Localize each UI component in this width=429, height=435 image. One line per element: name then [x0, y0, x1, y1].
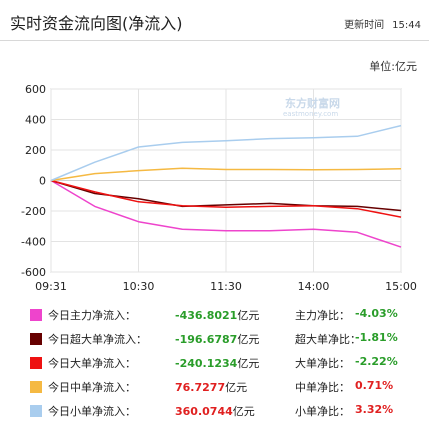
- series-line-small: [50, 124, 402, 182]
- legend-row-super: 今日超大单净流入： -196.6787亿元 超大单净比： -1.81%: [30, 330, 425, 354]
- watermark-title: 东方财富网: [285, 96, 340, 110]
- update-time-info: 更新时间 15:44: [344, 16, 421, 31]
- legend-label: 今日主力净流入：: [48, 309, 136, 322]
- y-tick-label: -600: [21, 266, 46, 279]
- watermark-domain: eastmoney.com: [283, 110, 338, 118]
- legend-label: 今日小单净流入：: [48, 405, 136, 418]
- legend-ratio-value: -4.03%: [355, 307, 398, 320]
- legend-ratio-value: -1.81%: [355, 331, 398, 344]
- legend-value: -196.6787亿元: [175, 331, 259, 347]
- legend-row-large: 今日大单净流入： -240.1234亿元 大单净比： -2.22%: [30, 354, 425, 378]
- legend-ratio-label: 大单净比：: [295, 357, 350, 370]
- x-tick-label: 09:31: [35, 280, 67, 293]
- y-tick-label: 200: [25, 144, 46, 157]
- legend-label: 今日大单净流入：: [48, 357, 136, 370]
- legend-ratio-label: 中单净比：: [295, 381, 350, 394]
- legend-swatch-medium: [30, 381, 42, 393]
- update-time-value: 15:44: [392, 20, 421, 31]
- legend-value-unit: 亿元: [237, 333, 260, 346]
- legend-value-number: -240.1234: [175, 357, 238, 370]
- legend-swatch-small: [30, 405, 42, 417]
- series-line-main: [50, 179, 402, 248]
- y-tick-label: -400: [21, 236, 46, 249]
- legend-swatch-main: [30, 309, 42, 321]
- y-tick-label: 0: [39, 175, 46, 188]
- legend-ratio-label: 小单净比：: [295, 405, 350, 418]
- series-line-large: [50, 179, 402, 218]
- legend-value: 76.7277亿元: [175, 379, 247, 395]
- legend-value-unit: 亿元: [225, 381, 248, 394]
- legend-ratio-value: 3.32%: [355, 403, 394, 416]
- legend-row-small: 今日小单净流入： 360.0744亿元 小单净比： 3.32%: [30, 402, 425, 426]
- legend-ratio-value: -2.22%: [355, 355, 398, 368]
- legend-row-main: 今日主力净流入： -436.8021亿元 主力净比： -4.03%: [30, 306, 425, 330]
- legend-value-number: 76.7277: [175, 381, 226, 394]
- legend-value: -436.8021亿元: [175, 307, 259, 323]
- legend-value-number: 360.0744: [175, 405, 233, 418]
- legend-row-medium: 今日中单净流入： 76.7277亿元 中单净比： 0.71%: [30, 378, 425, 402]
- legend-value-unit: 亿元: [232, 405, 255, 418]
- series-line-medium: [50, 167, 402, 182]
- legend: 今日主力净流入： -436.8021亿元 主力净比： -4.03% 今日超大单净流入： -…: [30, 306, 425, 426]
- y-tick-label: 600: [25, 83, 46, 96]
- x-tick-label: 11:30: [210, 280, 242, 293]
- update-time-label: 更新时间: [344, 20, 385, 31]
- y-tick-label: 400: [25, 114, 46, 127]
- legend-ratio-value: 0.71%: [355, 379, 394, 392]
- legend-value-number: -196.6787: [175, 333, 238, 346]
- legend-label: 今日中单净流入：: [48, 381, 136, 394]
- legend-value-unit: 亿元: [237, 357, 260, 370]
- unit-label: 单位:亿元: [369, 60, 417, 73]
- y-tick-label: -200: [21, 205, 46, 218]
- legend-value: -240.1234亿元: [175, 355, 259, 371]
- legend-label: 今日超大单净流入：: [48, 333, 147, 346]
- legend-swatch-super: [30, 333, 42, 345]
- legend-value-number: -436.8021: [175, 309, 238, 322]
- chart-header: 实时资金流向图(净流入) 更新时间 15:44: [0, 0, 429, 41]
- legend-swatch-large: [30, 357, 42, 369]
- legend-value-unit: 亿元: [237, 309, 260, 322]
- legend-ratio-label: 主力净比：: [295, 309, 350, 322]
- legend-ratio-label: 超大单净比：: [295, 333, 361, 346]
- legend-value: 360.0744亿元: [175, 403, 255, 419]
- chart-title: 实时资金流向图(净流入): [10, 14, 183, 33]
- x-tick-label: 15:00: [385, 280, 417, 293]
- x-tick-label: 10:30: [123, 280, 155, 293]
- x-tick-label: 14:00: [298, 280, 330, 293]
